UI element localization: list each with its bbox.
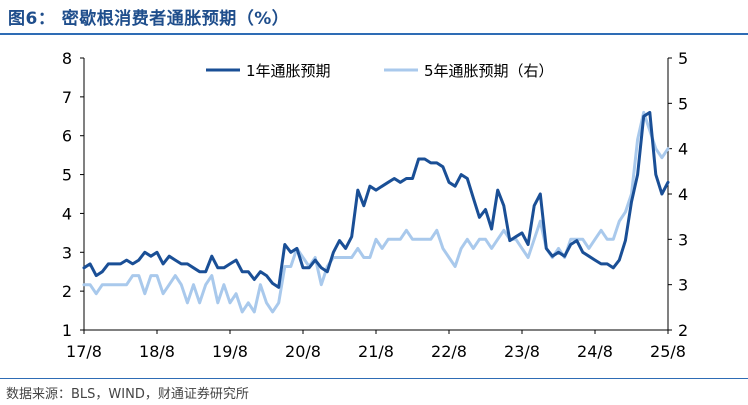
y-left-tick-label: 3: [62, 243, 72, 262]
y-left-tick-label: 6: [62, 127, 72, 146]
source-rule: [0, 378, 748, 379]
series-1y-line: [82, 110, 670, 289]
y-left-tick-label: 5: [62, 166, 72, 185]
x-tick-label: 22/8: [431, 342, 467, 361]
x-tick-label: 18/8: [139, 342, 175, 361]
y-right-tick-label: 4: [678, 185, 688, 204]
x-tick-label: 17/8: [66, 342, 102, 361]
y-left-tick-label: 2: [62, 282, 72, 301]
x-tick-label: 19/8: [212, 342, 248, 361]
y-right-tick-label: 4: [678, 140, 688, 159]
x-tick-label: 23/8: [504, 342, 540, 361]
y-left-tick-label: 8: [62, 49, 72, 68]
page-title: 图6： 密歇根消费者通胀预期（%）: [8, 9, 290, 29]
y-right-tick-label: 3: [678, 276, 688, 295]
y-right-tick-label: 2: [678, 321, 688, 340]
source-note: 数据来源：BLS，WIND，财通证券研究所: [6, 387, 249, 402]
x-tick-label: 24/8: [577, 342, 613, 361]
y-right-tick-label: 5: [678, 49, 688, 68]
series-5y-line: [82, 110, 670, 314]
y-left-tick-label: 4: [62, 204, 72, 223]
y-right-tick-label: 3: [678, 230, 688, 249]
y-left-tick-label: 7: [62, 88, 72, 107]
y-right-tick-label: 5: [678, 94, 688, 113]
title-rule: [0, 33, 748, 35]
legend-label-1y: 1年通胀预期: [246, 62, 331, 80]
x-tick-label: 20/8: [285, 342, 321, 361]
x-tick-label: 25/8: [650, 342, 686, 361]
legend-label-5y: 5年通胀预期（右）: [424, 62, 554, 80]
x-tick-label: 21/8: [358, 342, 394, 361]
chart: 1 2 3 4 5 6 7 8 2 3 3 4 4 5 5 17/8 18/8 19/8 20/8 21/8 22/8 2…: [62, 49, 688, 361]
y-left-tick-label: 1: [62, 321, 72, 340]
